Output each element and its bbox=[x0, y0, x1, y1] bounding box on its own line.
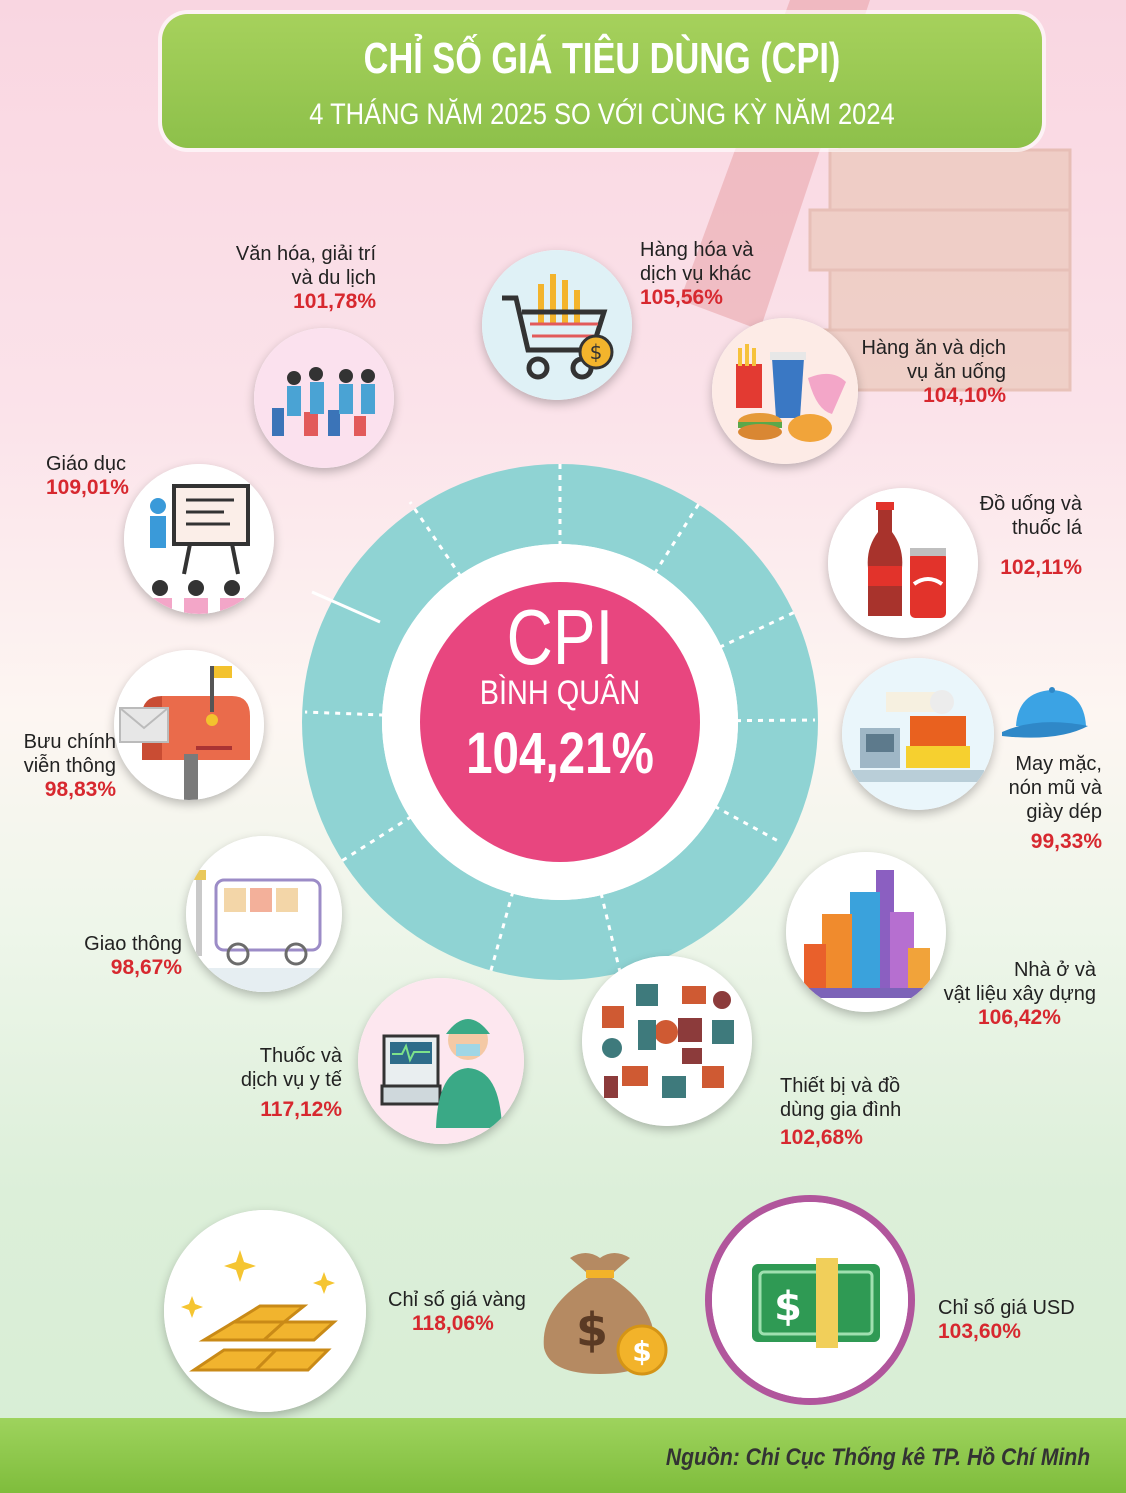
value-health: 117,12% bbox=[260, 1098, 342, 1121]
value-postal: 98,83% bbox=[44, 778, 116, 801]
bus-icon bbox=[186, 836, 342, 992]
label-apparel: May mặc, nón mũ và giày dép 99,33% bbox=[980, 752, 1102, 854]
cpi-value: 104,21% bbox=[466, 721, 654, 786]
source-note: Nguồn: Chi Cục Thống kê TP. Hồ Chí Minh bbox=[665, 1444, 1090, 1471]
svg-text:$: $ bbox=[576, 1303, 608, 1357]
label-gold: Chỉ số giá vàng 118,06% bbox=[388, 1288, 538, 1336]
svg-text:$: $ bbox=[590, 340, 603, 364]
label-other-goods: Hàng hóa và dịch vụ khác 105,56% bbox=[640, 238, 780, 310]
label-housing: Nhà ở và vật liệu xây dựng 106,42% bbox=[928, 958, 1096, 1030]
label-postal: Bưu chính viễn thông 98,83% bbox=[6, 730, 116, 802]
footer-bar: Nguồn: Chi Cục Thống kê TP. Hồ Chí Minh bbox=[0, 1418, 1126, 1493]
travelers-icon bbox=[254, 328, 394, 468]
doctor-icon bbox=[358, 978, 524, 1144]
cpi-wheel bbox=[302, 462, 818, 980]
value-apparel: 99,33% bbox=[1030, 830, 1102, 853]
label-household: Thiết bị và đồ dùng gia đình 102,68% bbox=[780, 1074, 910, 1150]
label-drinks: Đồ uống và thuốc lá 102,11% bbox=[948, 492, 1082, 580]
header-banner: CHỈ SỐ GIÁ TIÊU DÙNG (CPI) 4 THÁNG NĂM 2… bbox=[162, 14, 1042, 148]
label-transport: Giao thông 98,67% bbox=[70, 932, 182, 980]
cpi-sublabel: BÌNH QUÂN bbox=[479, 674, 641, 712]
page-title: CHỈ SỐ GIÁ TIÊU DÙNG (CPI) bbox=[363, 34, 841, 83]
cap-icon bbox=[1002, 687, 1088, 738]
fast-food-icon bbox=[712, 318, 858, 464]
value-drinks: 102,11% bbox=[1000, 556, 1082, 579]
buildings-icon bbox=[786, 852, 946, 1012]
dollar-bill-icon: $ bbox=[712, 1202, 908, 1398]
label-culture: Văn hóa, giải trí và du lịch 101,78% bbox=[210, 242, 376, 314]
value-education: 109,01% bbox=[46, 476, 129, 499]
mailbox-icon bbox=[114, 650, 264, 800]
cpi-label: CPI bbox=[506, 593, 614, 681]
cpi-center: CPI BÌNH QUÂN 104,21% bbox=[420, 582, 700, 862]
label-health: Thuốc và dịch vụ y tế 117,12% bbox=[214, 1044, 342, 1122]
label-usd: Chỉ số giá USD 103,60% bbox=[938, 1296, 1088, 1344]
value-usd: 103,60% bbox=[938, 1320, 1021, 1343]
page-subtitle: 4 THÁNG NĂM 2025 SO VỚI CÙNG KỲ NĂM 2024 bbox=[309, 98, 895, 131]
money-bag-icon: $ $ bbox=[543, 1253, 668, 1376]
label-education: Giáo dục 109,01% bbox=[46, 452, 156, 500]
value-transport: 98,67% bbox=[110, 956, 182, 979]
teacher-board-icon bbox=[124, 464, 274, 614]
label-food: Hàng ăn và dịch vụ ăn uống 104,10% bbox=[850, 336, 1006, 408]
shopping-cart-icon: $ bbox=[482, 250, 632, 400]
svg-text:$: $ bbox=[632, 1335, 651, 1368]
garment-factory-icon bbox=[842, 658, 994, 810]
value-food: 104,10% bbox=[923, 384, 1006, 407]
svg-text:$: $ bbox=[774, 1284, 802, 1330]
value-housing: 106,42% bbox=[978, 1006, 1061, 1029]
household-items-icon bbox=[582, 956, 752, 1126]
value-gold: 118,06% bbox=[412, 1312, 494, 1335]
value-culture: 101,78% bbox=[293, 290, 376, 313]
gold-bars-icon bbox=[164, 1210, 366, 1412]
value-other-goods: 105,56% bbox=[640, 286, 723, 309]
soda-bottle-icon bbox=[828, 488, 978, 638]
value-household: 102,68% bbox=[780, 1126, 863, 1149]
